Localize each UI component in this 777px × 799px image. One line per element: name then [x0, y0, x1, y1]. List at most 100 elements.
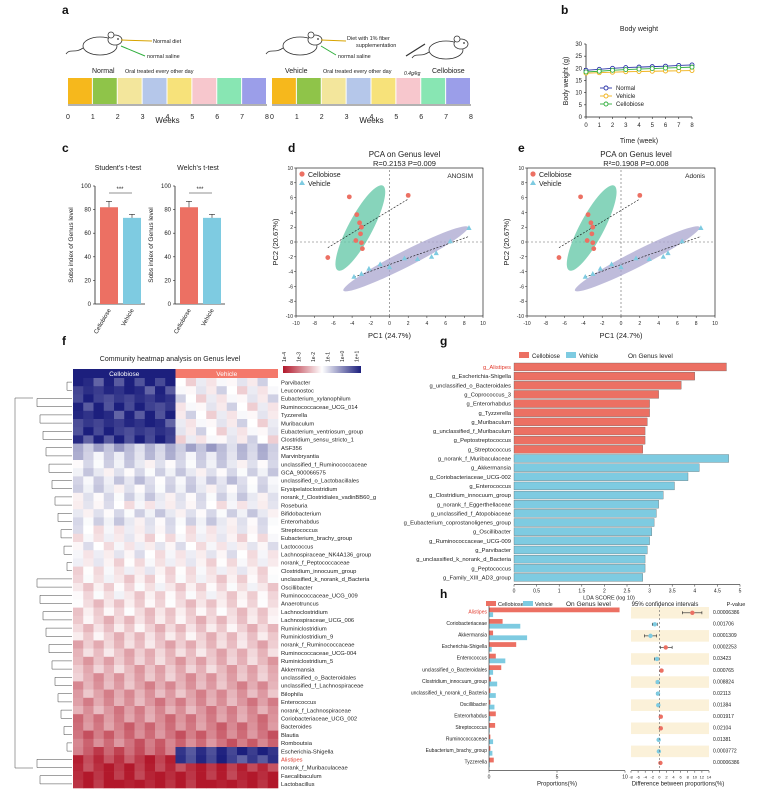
- lda-bar: [513, 371, 695, 381]
- heatmap-cell: [257, 558, 269, 567]
- lda-bar: [513, 408, 650, 417]
- heatmap-cell: [103, 443, 115, 453]
- category-label: unclassified_k_norank_d_Bacteria: [411, 690, 487, 696]
- heatmap-cell: [257, 755, 269, 764]
- heatmap-row-label: Muribaculum: [281, 421, 314, 427]
- heatmap-cell: [185, 738, 197, 748]
- dendrogram-branch: [66, 742, 72, 752]
- point-cellobiose: [637, 192, 643, 198]
- heatmap-cell: [124, 386, 135, 395]
- panel-f-heatmap: Community heatmap analysis on Genus leve…: [14, 351, 376, 789]
- difference-point: [690, 610, 695, 615]
- heatmap-cell: [144, 443, 156, 453]
- week-tick-label: 6: [419, 114, 423, 121]
- legend-marker-cellobiose: [299, 171, 305, 177]
- heatmap-cell: [196, 574, 207, 584]
- heatmap-cell: [165, 747, 176, 756]
- heatmap-cell: [134, 673, 146, 682]
- heatmap-cell: [155, 730, 166, 740]
- heatmap-cell: [165, 738, 176, 748]
- heatmap-cell: [144, 722, 156, 731]
- point-cellobiose: [359, 240, 364, 246]
- heatmap-cell: [175, 722, 187, 731]
- significance-label: ***: [116, 187, 124, 193]
- heatmap-cell: [134, 706, 146, 715]
- heatmap-cell: [216, 542, 228, 551]
- y-tick-label: 0: [521, 240, 524, 246]
- heatmap-cell: [114, 460, 125, 469]
- heatmap-cell: [155, 509, 166, 518]
- heatmap-cell: [134, 640, 146, 649]
- point-vehicle: [351, 273, 357, 279]
- lda-category-label: g_Escherichia-Shigella: [452, 374, 512, 380]
- legend-swatch-cellobiose: [486, 601, 496, 606]
- heatmap-cell: [93, 755, 105, 764]
- heatmap-cell: [247, 591, 258, 600]
- heatmap-cell: [134, 468, 146, 477]
- heatmap-cell: [247, 574, 258, 584]
- point-vehicle: [582, 273, 588, 279]
- y-tick-label: 8: [290, 181, 293, 187]
- heatmap-cell: [267, 697, 279, 707]
- heatmap-cell: [124, 747, 135, 756]
- heatmap-cell: [155, 484, 166, 494]
- heatmap-cell: [216, 501, 228, 510]
- heatmap-cell: [267, 730, 279, 740]
- chart-title: PCA on Genus level: [369, 150, 441, 159]
- heatmap-cell: [103, 378, 115, 387]
- saline-pointer: [120, 45, 146, 57]
- heatmap-cell: [267, 402, 279, 412]
- heatmap-cell: [175, 763, 187, 772]
- heatmap-cell: [155, 763, 166, 772]
- lda-bar: [513, 454, 729, 463]
- x-tick-label: 6: [676, 321, 679, 327]
- heatmap-cell: [144, 451, 156, 461]
- heatmap-cell: [267, 517, 279, 526]
- heatmap-cell: [134, 763, 146, 772]
- bar-vehicle: [489, 716, 491, 721]
- heatmap-cell: [196, 640, 207, 649]
- dendrogram-branch: [45, 447, 72, 457]
- lda-category-label: g_unclassified_f_Muribaculum: [433, 429, 511, 435]
- panel-letter-h: h: [440, 587, 447, 601]
- heatmap-cell: [247, 599, 258, 608]
- week-tick-label: 0: [270, 114, 274, 121]
- category-label: Ruminococcaceae: [446, 737, 487, 743]
- x-axis-label: Time (week): [620, 138, 658, 145]
- heatmap-row-label: Clostridium_innocuum_group: [281, 569, 356, 575]
- heatmap-cell: [73, 665, 84, 674]
- heatmap-cell: [257, 722, 269, 731]
- heatmap-cell: [144, 624, 156, 633]
- heatmap-cell: [155, 550, 166, 559]
- heatmap-cell: [155, 525, 166, 535]
- heatmap-row-label: Bilophila: [281, 692, 304, 698]
- heatmap-cell: [73, 583, 84, 592]
- heatmap-cell: [134, 632, 146, 641]
- heatmap-cell: [216, 697, 228, 707]
- heatmap-cell: [165, 706, 176, 715]
- week-block: [396, 78, 421, 104]
- heatmap-cell: [73, 427, 84, 436]
- heatmap-cell: [185, 394, 197, 403]
- x-tick-label: 8: [687, 775, 690, 780]
- heatmap-cell: [206, 714, 217, 723]
- heatmap-cell: [267, 460, 279, 469]
- heatmap-cell: [155, 648, 166, 658]
- heatmap-cell: [114, 591, 125, 600]
- significance-label: ***: [196, 187, 204, 193]
- heatmap-cell: [114, 599, 125, 608]
- heatmap-cell: [93, 640, 105, 649]
- heatmap-cell: [257, 706, 269, 715]
- heatmap-cell: [93, 509, 105, 518]
- heatmap-cell: [267, 468, 279, 477]
- heatmap-cell: [175, 673, 187, 682]
- x-tick-label: 0: [513, 589, 516, 595]
- heatmap-cell: [216, 714, 228, 723]
- heatmap-cell: [185, 419, 197, 428]
- trend-line: [558, 198, 640, 248]
- heatmap-row-label: unclassified_o_Lactobacillales: [281, 479, 359, 485]
- heatmap-cell: [185, 722, 197, 731]
- heatmap-cell: [185, 468, 197, 477]
- heatmap-cell: [267, 542, 279, 551]
- lda-category-label: g_unclassified_k_norank_d_Bacteria: [416, 557, 512, 563]
